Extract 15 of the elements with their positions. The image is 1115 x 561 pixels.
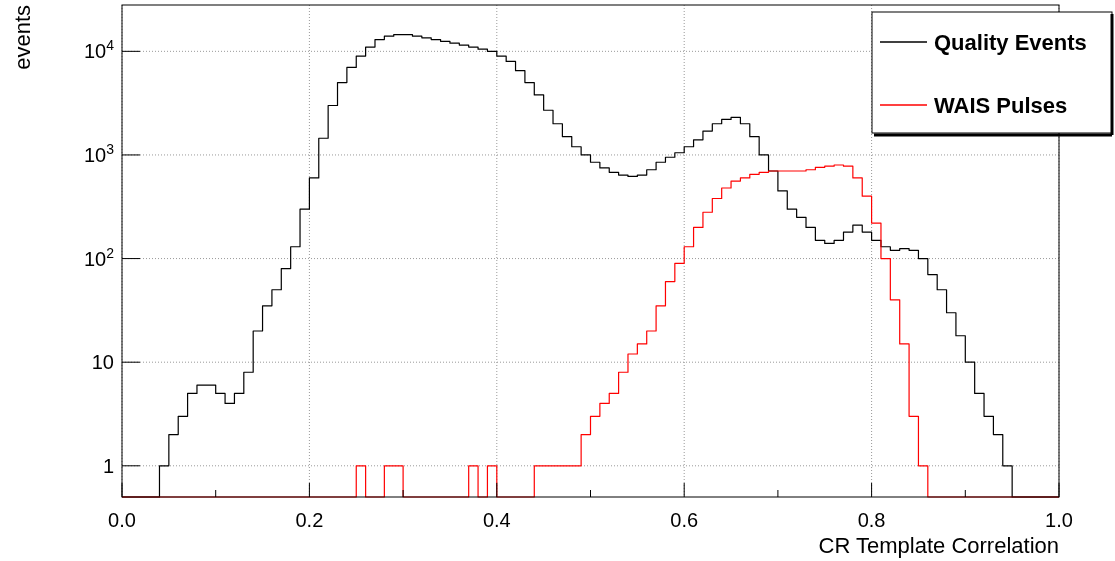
y-tick-label: 10: [91, 351, 114, 374]
x-tick-label: 0.8: [857, 509, 886, 531]
y-tick-label: 10$^{2}$: [83, 244, 115, 270]
y-axis-title: events: [10, 5, 35, 70]
y-tick-label: 10$^{3}$: [83, 140, 115, 166]
y-tick-label: 1: [102, 454, 114, 477]
x-tick-label: 0.6: [670, 509, 699, 531]
x-axis-title: CR Template Correlation: [818, 533, 1059, 558]
legend-label: WAIS Pulses: [934, 93, 1068, 118]
y-tick-label: 10$^{4}$: [83, 37, 115, 63]
x-tick-label: 0.4: [482, 509, 511, 531]
x-tick-label: 0.2: [295, 509, 324, 531]
x-tick-label: 0.0: [108, 509, 136, 531]
legend-label: Quality Events: [934, 30, 1087, 55]
x-tick-label: 1.0: [1045, 509, 1073, 531]
